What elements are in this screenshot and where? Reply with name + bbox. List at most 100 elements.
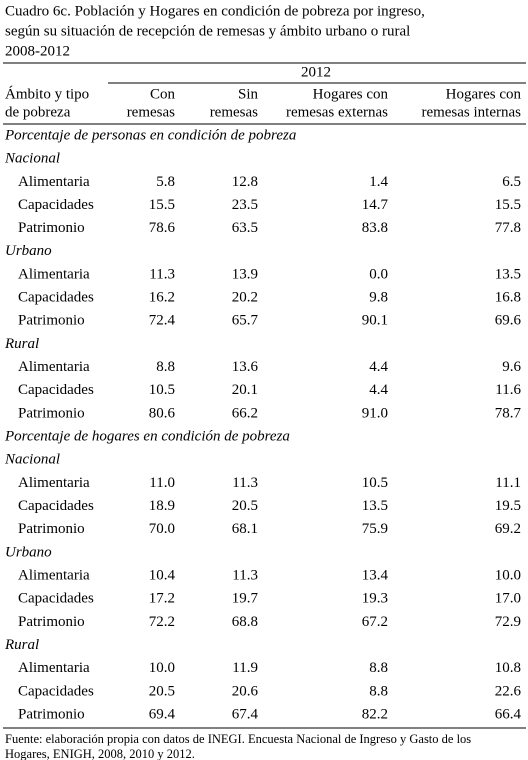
cell: 11.6 (495, 382, 521, 398)
cell: 69.6 (495, 313, 522, 329)
cell: 8.8 (369, 683, 388, 699)
cell: 14.7 (362, 197, 389, 213)
column-header: Hogares con (313, 86, 389, 102)
cell: 1.4 (369, 174, 388, 190)
cell: 5.8 (156, 174, 175, 190)
row-label: Capacidades (18, 683, 94, 699)
column-header: Hogares con (446, 86, 522, 102)
cell: 19.5 (495, 498, 521, 514)
group-name: Urbano (5, 243, 52, 259)
cell: 0.0 (369, 266, 388, 282)
cell: 22.6 (495, 683, 522, 699)
row-label: Patrimonio (18, 405, 85, 421)
cell: 11.0 (149, 475, 175, 491)
cell: 11.3 (149, 266, 175, 282)
cell: 66.2 (232, 405, 258, 421)
cell: 20.5 (232, 498, 258, 514)
cell: 78.7 (495, 405, 522, 421)
cell: 82.2 (362, 706, 388, 722)
cell: 68.1 (232, 521, 258, 537)
cell: 13.6 (232, 359, 259, 375)
title-line: 2008-2012 (5, 43, 70, 59)
cell: 6.5 (502, 174, 521, 190)
cell: 69.2 (495, 521, 521, 537)
cell: 15.5 (495, 197, 521, 213)
cell: 66.4 (495, 706, 522, 722)
cell: 10.8 (495, 660, 521, 676)
cell: 4.4 (369, 359, 388, 375)
row-label: Capacidades (18, 498, 94, 514)
cell: 91.0 (362, 405, 388, 421)
column-header: remesas internas (421, 104, 521, 120)
group-name: Urbano (5, 544, 52, 560)
row-label: Alimentaria (18, 266, 90, 282)
cell: 78.6 (149, 220, 176, 236)
cell: 13.5 (495, 266, 521, 282)
cell: 17.2 (149, 591, 175, 607)
row-label: Capacidades (18, 197, 94, 213)
row-label: Patrimonio (18, 220, 85, 236)
cell: 4.4 (369, 382, 388, 398)
cell: 13.5 (362, 498, 388, 514)
cell: 20.2 (232, 290, 258, 306)
cell: 18.9 (149, 498, 175, 514)
row-header: Ámbito y tipo (5, 85, 89, 102)
cell: 10.4 (149, 567, 176, 583)
column-header: remesas externas (286, 104, 388, 120)
cell: 13.4 (362, 567, 389, 583)
cell: 16.8 (495, 290, 521, 306)
cell: 75.9 (362, 521, 388, 537)
cell: 10.5 (149, 382, 175, 398)
column-header: remesas (210, 104, 258, 120)
cell: 17.0 (495, 591, 521, 607)
row-label: Patrimonio (18, 521, 85, 537)
group-name: Nacional (4, 452, 60, 468)
cell: 23.5 (232, 197, 258, 213)
row-label: Capacidades (18, 591, 94, 607)
cell: 9.8 (369, 290, 388, 306)
row-label: Alimentaria (18, 660, 90, 676)
row-label: Patrimonio (18, 313, 85, 329)
cell: 63.5 (232, 220, 258, 236)
cell: 11.1 (495, 475, 521, 491)
footer-line: Fuente: elaboración propia con datos de … (5, 732, 471, 746)
group-name: Rural (4, 336, 39, 352)
cell: 83.8 (362, 220, 388, 236)
cell: 10.5 (362, 475, 388, 491)
cell: 72.4 (149, 313, 176, 329)
section-title: Porcentaje de hogares en condición de po… (4, 429, 290, 445)
cell: 12.8 (232, 174, 258, 190)
cell: 8.8 (369, 660, 388, 676)
cell: 8.8 (156, 359, 175, 375)
cell: 67.4 (232, 706, 259, 722)
section-title: Porcentaje de personas en condición de p… (4, 127, 296, 143)
cell: 9.6 (502, 359, 521, 375)
column-header: Sin (238, 86, 259, 102)
cell: 19.7 (232, 591, 259, 607)
row-label: Alimentaria (18, 475, 90, 491)
row-label: Capacidades (18, 382, 94, 398)
cell: 13.9 (232, 266, 258, 282)
cell: 10.0 (149, 660, 175, 676)
cell: 69.4 (149, 706, 176, 722)
cell: 20.1 (232, 382, 258, 398)
column-header: remesas (127, 104, 175, 120)
cell: 67.2 (362, 614, 388, 630)
cell: 19.3 (362, 591, 388, 607)
cell: 80.6 (149, 405, 176, 421)
column-header: Con (150, 86, 176, 102)
cell: 15.5 (149, 197, 175, 213)
row-header: de pobreza (5, 104, 71, 120)
cell: 11.3 (232, 567, 258, 583)
cell: 68.8 (232, 614, 258, 630)
cell: 72.2 (149, 614, 175, 630)
cell: 70.0 (149, 521, 175, 537)
cell: 20.5 (149, 683, 175, 699)
row-label: Patrimonio (18, 706, 85, 722)
cell: 90.1 (362, 313, 388, 329)
row-label: Alimentaria (18, 567, 90, 583)
footer-line: Hogares, ENIGH, 2008, 2010 y 2012. (5, 747, 195, 760)
year-header: 2012 (301, 64, 331, 80)
cell: 11.3 (232, 475, 258, 491)
